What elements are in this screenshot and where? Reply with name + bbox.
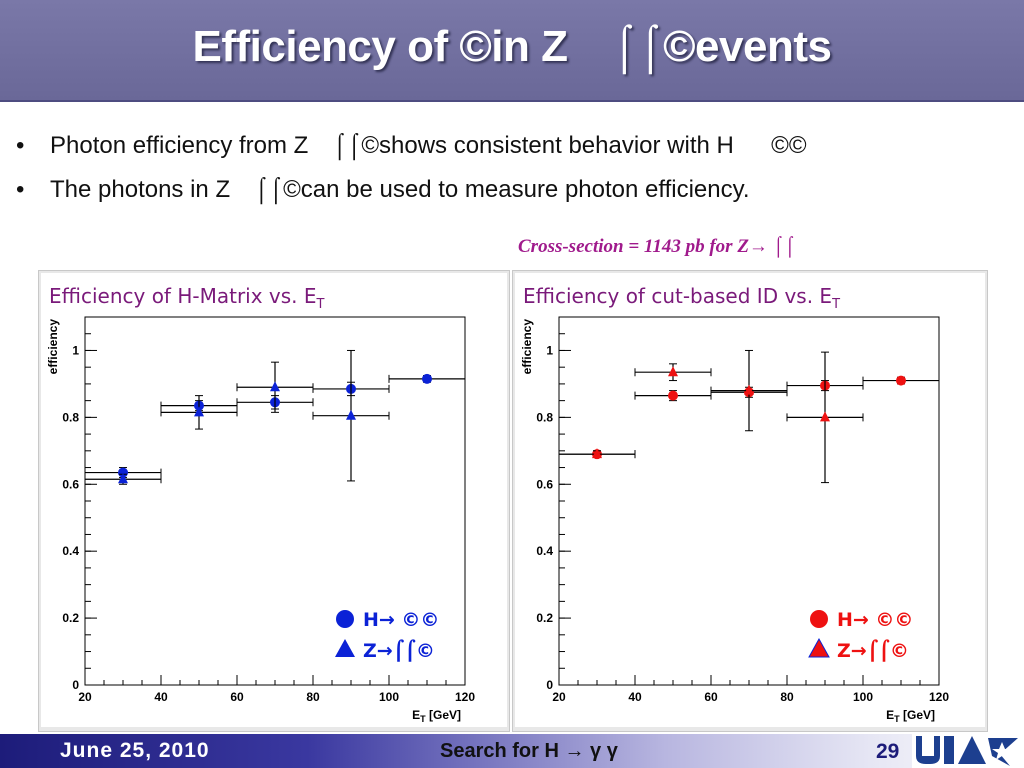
x-axis-label: ET [GeV] xyxy=(886,708,935,724)
x-tick-label: 100 xyxy=(379,690,399,704)
x-axis-label-subscript: T xyxy=(894,714,900,724)
university-logo-icon xyxy=(912,732,1024,768)
y-tick-label: 0 xyxy=(546,678,553,692)
legend-label: Z→⌠⌠© xyxy=(837,639,909,662)
data-point-triangle xyxy=(346,409,356,420)
x-axis-label-subscript: T xyxy=(420,714,426,724)
legend-circle-marker xyxy=(810,610,828,628)
y-tick-label: 0.8 xyxy=(536,410,553,424)
x-tick-label: 40 xyxy=(628,690,642,704)
bullet-list: • Photon efficiency from Z ⌠⌠©shows cons… xyxy=(14,126,1014,214)
x-tick-label: 80 xyxy=(780,690,794,704)
right-chart: Efficiency of cut-based ID vs. ET 0 0.2 0.4… xyxy=(515,273,985,727)
chart-title: Efficiency of cut-based ID vs. ET xyxy=(523,284,840,312)
data-point-triangle xyxy=(820,411,830,422)
data-point-circle xyxy=(422,373,432,384)
x-tick-label: 100 xyxy=(853,690,873,704)
y-tick-label: 1 xyxy=(72,343,79,357)
x-tick-label: 60 xyxy=(704,690,718,704)
y-tick-label: 0.8 xyxy=(62,410,79,424)
chart-title-subscript: T xyxy=(316,297,325,312)
chart-title: Efficiency of H-Matrix vs. ET xyxy=(49,284,325,312)
left-chart: Efficiency of H-Matrix vs. ET 0 0.2 0.4 0.6 0… xyxy=(41,273,507,727)
left-chart-panel: Efficiency of H-Matrix vs. ET 0 0.2 0.4 0.6 0… xyxy=(38,270,510,732)
footer-title: Search for H → γ γ xyxy=(440,740,618,762)
data-point-triangle xyxy=(744,384,754,395)
chart-title-subscript: T xyxy=(831,297,840,312)
legend-triangle-marker xyxy=(335,639,355,657)
bullet-dot-icon: • xyxy=(16,176,25,203)
data-point-triangle xyxy=(194,406,204,417)
x-axis-label: ET [GeV] xyxy=(412,708,461,724)
y-tick-label: 0.2 xyxy=(536,611,553,625)
bullet-dot-icon: • xyxy=(16,132,25,159)
chart-background xyxy=(515,273,985,727)
x-tick-label: 120 xyxy=(455,690,475,704)
bullet-item: • Photon efficiency from Z ⌠⌠©shows cons… xyxy=(14,126,1014,170)
y-tick-label: 0.4 xyxy=(62,544,79,558)
page-number: 29 xyxy=(876,740,900,763)
data-point-circle xyxy=(668,390,678,401)
y-tick-label: 0.2 xyxy=(62,611,79,625)
cross-section-note: Cross-section = 1143 pb for Z→ ⌠⌠ xyxy=(518,236,796,257)
x-axis-label-unit: [GeV] xyxy=(900,708,935,722)
legend-label: H→ ©© xyxy=(837,609,913,631)
y-axis-label: efficiency xyxy=(46,319,60,375)
data-point-triangle xyxy=(668,366,678,377)
x-axis-label-unit: [GeV] xyxy=(426,708,461,722)
legend-triangle-marker xyxy=(808,637,830,658)
y-tick-label: 0.6 xyxy=(536,477,553,491)
data-point-triangle xyxy=(270,381,280,392)
x-tick-label: 20 xyxy=(552,690,566,704)
data-point-triangle xyxy=(592,448,602,459)
x-tick-label: 40 xyxy=(154,690,168,704)
x-tick-label: 120 xyxy=(929,690,949,704)
bullet-item: • The photons in Z ⌠⌠©can be used to mea… xyxy=(14,170,1014,214)
legend-circle-marker xyxy=(336,610,354,628)
chart-background xyxy=(41,273,507,727)
x-tick-label: 60 xyxy=(230,690,244,704)
footer-bar: June 25, 2010 Search for H → γ γ 29 xyxy=(0,734,1024,768)
right-chart-panel: Efficiency of cut-based ID vs. ET 0 0.2 0.4… xyxy=(512,270,988,732)
data-point-circle xyxy=(896,375,906,386)
x-tick-label: 20 xyxy=(78,690,92,704)
data-point-triangle xyxy=(118,473,128,484)
data-point-circle xyxy=(118,467,128,478)
bullet-text: Photon efficiency from Z ⌠⌠©shows consis… xyxy=(50,132,807,159)
legend-label: H→ ©© xyxy=(363,609,439,631)
legend-label: Z→⌠⌠© xyxy=(363,639,435,662)
slide-title: Efficiency of ©in Z ⌠⌠©events xyxy=(192,22,832,71)
y-tick-label: 0.4 xyxy=(536,544,553,558)
y-axis-label: efficiency xyxy=(520,319,534,375)
bullet-text: The photons in Z ⌠⌠©can be used to measu… xyxy=(50,176,750,203)
y-tick-label: 1 xyxy=(546,343,553,357)
x-tick-label: 80 xyxy=(306,690,320,704)
y-tick-label: 0.6 xyxy=(62,477,79,491)
y-tick-label: 0 xyxy=(72,678,79,692)
title-bar: Efficiency of ©in Z ⌠⌠©events xyxy=(0,0,1024,102)
footer-date: June 25, 2010 xyxy=(60,739,210,762)
